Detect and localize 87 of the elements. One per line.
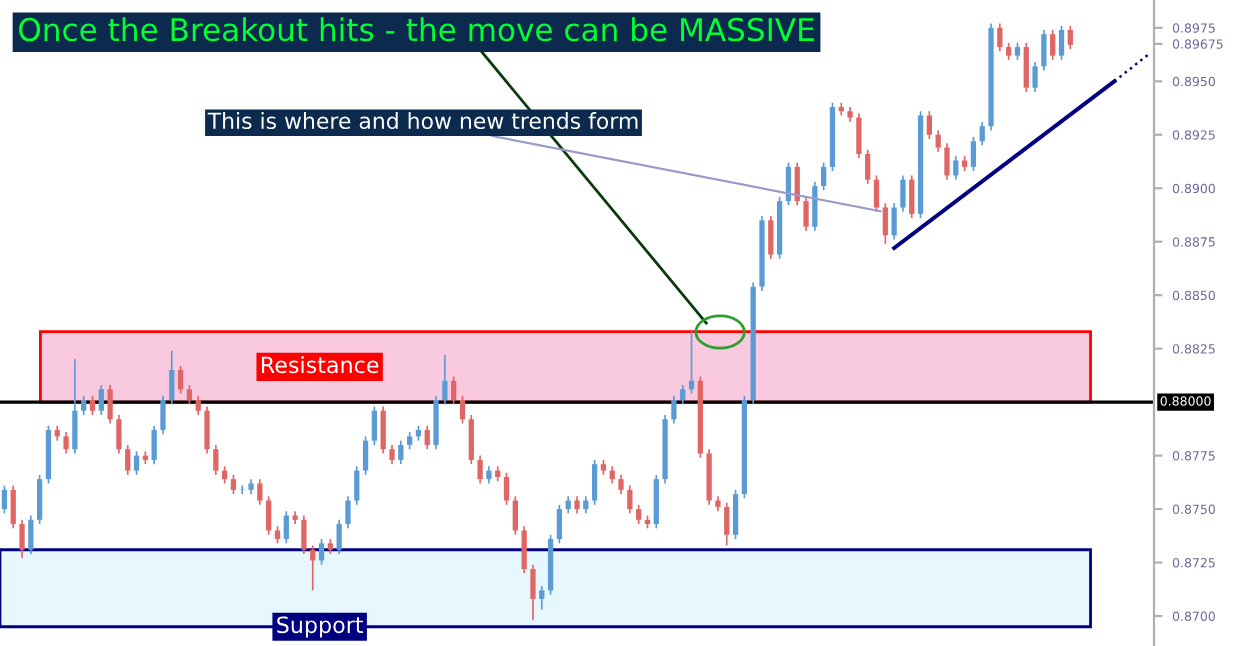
candlestick bbox=[477, 454, 483, 485]
candlestick bbox=[125, 444, 131, 476]
candlestick bbox=[345, 495, 351, 530]
candlestick bbox=[503, 471, 510, 506]
candlestick bbox=[362, 435, 369, 476]
candlestick bbox=[133, 450, 140, 476]
candlestick bbox=[935, 129, 941, 153]
candlestick bbox=[926, 110, 933, 140]
candlestick bbox=[107, 384, 113, 425]
candlestick bbox=[556, 503, 563, 545]
candlestick bbox=[72, 358, 78, 455]
candlestick bbox=[37, 474, 43, 525]
candlestick bbox=[970, 136, 977, 172]
candlestick bbox=[944, 142, 950, 181]
candlestick bbox=[873, 174, 880, 213]
candlestick bbox=[336, 518, 342, 555]
candlestick bbox=[177, 364, 184, 395]
candlestick bbox=[1050, 29, 1056, 61]
candlestick bbox=[28, 514, 34, 555]
candlestick bbox=[821, 161, 827, 192]
candlestick bbox=[997, 22, 1003, 53]
candlestick bbox=[1067, 24, 1073, 51]
candlestick bbox=[865, 148, 871, 185]
candlestick bbox=[1041, 29, 1047, 72]
candlestick bbox=[433, 394, 439, 451]
candlestick bbox=[169, 349, 175, 406]
candlestick bbox=[63, 431, 69, 455]
annotation: This is where and how new trends form bbox=[207, 112, 638, 130]
candlestick bbox=[724, 501, 730, 547]
candlestick bbox=[591, 459, 598, 506]
candlestick bbox=[283, 510, 289, 545]
candlestick bbox=[204, 405, 210, 455]
candlestick bbox=[812, 180, 818, 232]
candlestick bbox=[891, 202, 897, 241]
candlestick bbox=[803, 195, 809, 232]
candlestick bbox=[89, 394, 96, 416]
candlestick bbox=[979, 121, 985, 147]
candlestick bbox=[371, 405, 378, 446]
candlestick bbox=[389, 444, 395, 466]
candlestick bbox=[195, 394, 201, 416]
candlestick bbox=[98, 384, 104, 416]
candlestick bbox=[380, 405, 386, 455]
band-label: Support bbox=[277, 616, 364, 638]
band-label: Resistance bbox=[261, 356, 379, 374]
candlestick bbox=[1, 484, 8, 515]
candlestick bbox=[953, 155, 959, 181]
candlestick bbox=[909, 174, 915, 220]
chart-title: Once the Breakout hits - the move can be MASSIVE bbox=[19, 17, 814, 42]
candlestick bbox=[468, 414, 474, 466]
candlestick bbox=[768, 215, 774, 260]
candlestick bbox=[1023, 41, 1029, 93]
candlestick bbox=[442, 354, 448, 406]
candlestick bbox=[1058, 24, 1065, 61]
candlestick bbox=[19, 518, 25, 560]
candlestick bbox=[10, 484, 16, 530]
candlestick bbox=[653, 474, 659, 530]
candlestick bbox=[257, 478, 263, 506]
candlestick bbox=[459, 394, 466, 425]
candlestick bbox=[1032, 61, 1038, 93]
candlestick bbox=[671, 394, 677, 425]
candlestick bbox=[451, 375, 457, 406]
candlestick bbox=[521, 525, 527, 575]
candlestick bbox=[186, 384, 193, 406]
candlestick bbox=[539, 585, 545, 611]
candlestick bbox=[398, 439, 404, 466]
candlestick bbox=[706, 448, 712, 506]
candlestick bbox=[318, 538, 325, 566]
candlestick bbox=[116, 414, 122, 455]
candlestick bbox=[627, 484, 633, 515]
candlestick bbox=[882, 202, 888, 245]
candlestick bbox=[354, 465, 360, 506]
candlestick bbox=[266, 495, 272, 536]
candlestick bbox=[680, 384, 686, 406]
candlestick bbox=[512, 495, 518, 536]
candlestick bbox=[530, 563, 536, 622]
candlestick bbox=[213, 444, 219, 476]
candlestick bbox=[160, 394, 166, 436]
candlestick bbox=[301, 514, 307, 555]
candlestick bbox=[856, 112, 862, 160]
candlestick bbox=[230, 474, 237, 495]
candlestick bbox=[636, 503, 642, 525]
candlestick bbox=[151, 424, 157, 466]
candlestick bbox=[81, 394, 87, 416]
candlestick bbox=[424, 424, 430, 451]
candlestick bbox=[732, 489, 739, 540]
candlestick bbox=[900, 174, 906, 213]
candlestick bbox=[618, 474, 624, 495]
